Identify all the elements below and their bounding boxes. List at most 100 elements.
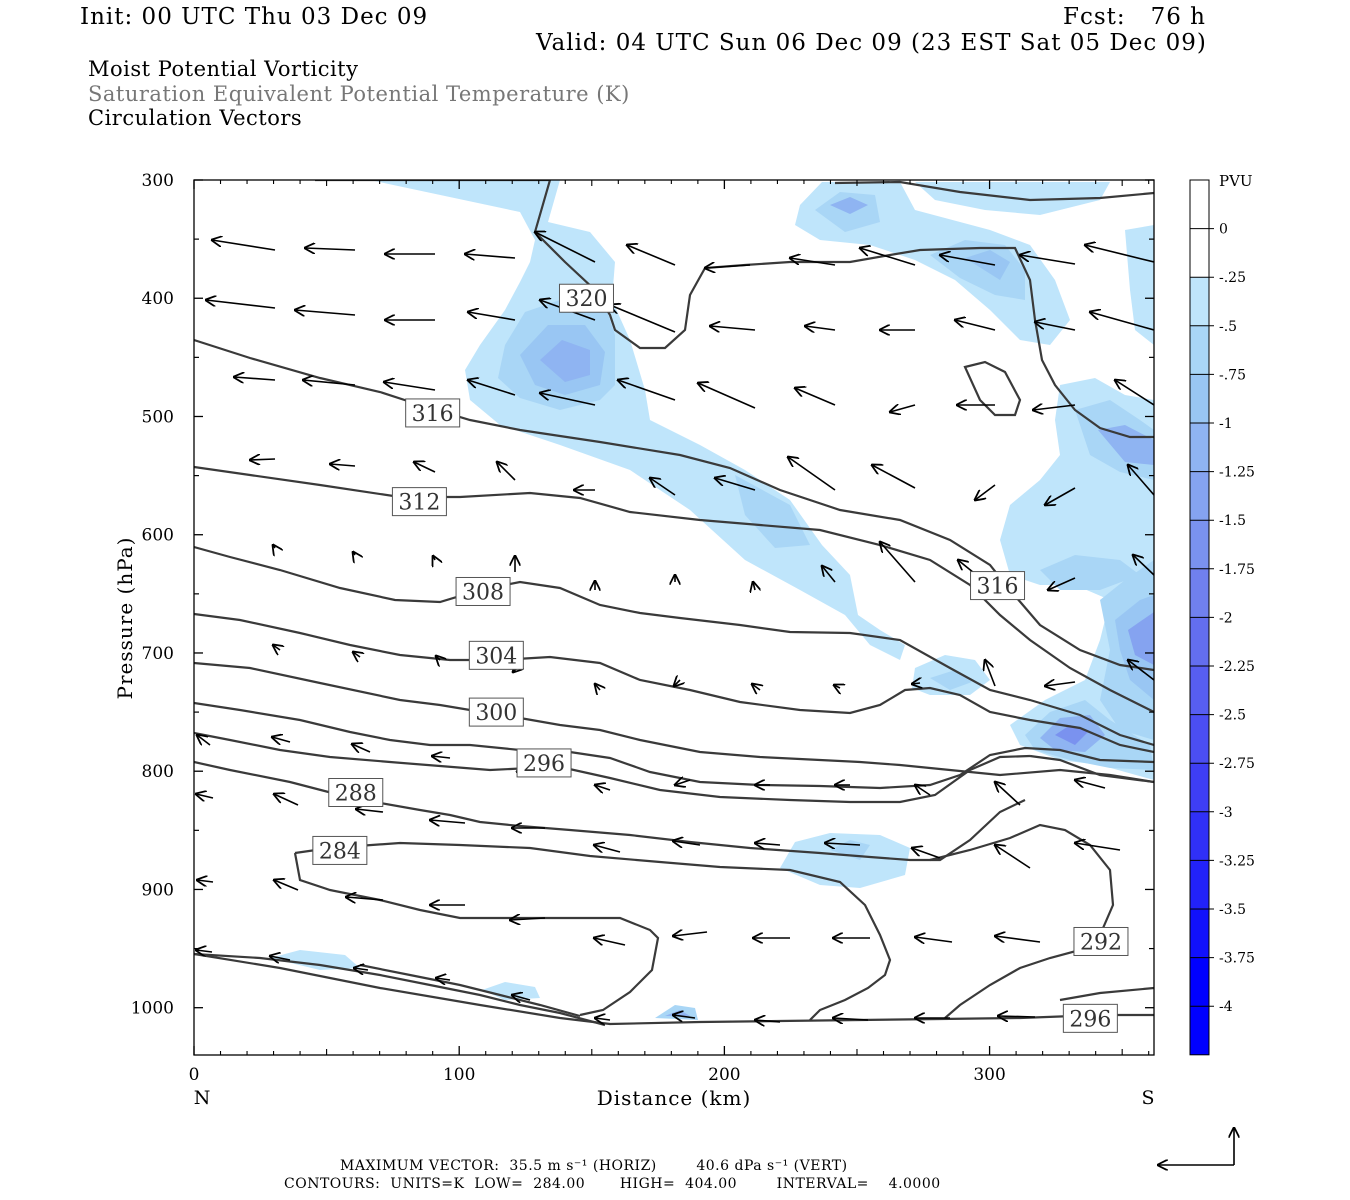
y-tick-label: 900 [142,880,174,900]
contour-label-text: 312 [398,491,440,516]
contour-308 [194,545,1154,747]
vector-arrow [594,845,621,852]
vector-arrow [940,255,996,266]
contour-label: 320 [558,283,614,313]
vector-arrow [788,457,836,491]
vector-arrow [995,936,1041,942]
vector-arrow [353,652,360,657]
vector-arrow [212,240,276,251]
vector-arrow [436,656,440,660]
x-tick-label: 300 [973,1065,1005,1085]
vector-arrow [1045,682,1076,686]
colorbar-label: -3.5 [1219,902,1246,918]
vector-arrow [1128,465,1154,496]
contour-label-box [468,640,524,670]
contour-292c [929,823,1115,1019]
vector-arrow [795,388,836,406]
field-title-vectors: Circulation Vectors [88,106,303,130]
contour-label-box [312,835,368,865]
pv-region [1128,612,1154,665]
vector-arrow [414,462,436,473]
vector-arrow [1128,660,1154,681]
vector-arrow [710,326,756,330]
colorbar-label: -2.75 [1219,756,1255,772]
vector-arrow [353,552,355,555]
vector-arrow [673,1015,696,1018]
vector-arrow [274,880,299,891]
vector-arrow [497,462,516,481]
vector-arrow [618,380,676,401]
contour-label-text: 288 [335,782,377,807]
plot-frame [193,179,1155,1056]
vector-arrow [1075,843,1121,851]
vector-arrow [330,464,356,466]
vector-arrow [352,744,371,752]
vector-arrow [650,478,676,496]
contour-label-text: 300 [475,701,517,726]
vector-arrow [790,258,836,266]
vector-arrow [270,956,291,960]
vector-arrow [196,794,214,798]
colorbar-bin [1190,277,1209,326]
vector-arrow [833,1018,869,1020]
field-title-theta-es: Saturation Equivalent Potential Temperat… [88,82,630,106]
vector-arrow [273,545,275,548]
vector-arrow [872,465,916,489]
pv-region [830,197,868,214]
vector-arrow [715,478,756,491]
colorbar-bin [1190,909,1209,958]
vector-arrow [1045,487,1076,505]
contour-label: 288 [328,778,384,807]
x-tick-label: 100 [443,1065,475,1085]
contour-label-box [391,487,447,517]
contour-label-text: 316 [977,575,1019,600]
vector-arrow [805,326,836,330]
colorbar-label: -1.5 [1219,513,1246,529]
forecast-hour: Fcst: 76 h [1063,4,1206,30]
vector-arrow [915,937,953,942]
vector-arrow [535,232,596,263]
vector-arrow [995,845,1031,869]
contour-292b [1029,754,1154,784]
vector-arrow [295,310,356,315]
contour-label-text: 304 [475,644,517,669]
colorbar-bin [1190,1006,1209,1055]
contour-loop [963,360,1022,417]
vector-arrow [1090,312,1154,331]
vector-arrow [594,938,626,946]
vector-arrow [880,542,916,583]
colorbar-bin [1190,763,1209,812]
vector-arrow [610,305,676,333]
contour-info: CONTOURS: UNITS=K LOW= 284.00 HIGH= 404.… [284,1176,941,1192]
colorbar-title: PVU [1219,172,1253,190]
contour-label-text: 296 [1069,1007,1111,1032]
vector-arrow [998,1016,1036,1017]
pv-region [482,982,540,1000]
contour-284 [293,852,660,1017]
vector-arrow [1020,255,1076,265]
colorbar-bin [1190,860,1209,909]
vector-arrow [755,1020,781,1022]
vector-arrow [753,582,755,590]
y-axis-label: Pressure (hPa) [113,537,137,700]
colorbar-bin [1190,666,1209,715]
vector-arrow [698,383,756,409]
vector-arrow [1048,577,1076,590]
contour-label-box [455,576,511,606]
vector-arrow [512,995,531,1000]
x-end-label-north: N [194,1087,211,1109]
colorbar-bin [1190,325,1209,375]
colorbar-label: -1.25 [1219,465,1255,481]
vector-arrow [1033,405,1076,410]
contour-300 [194,661,1154,784]
colorbar-bin [1190,180,1209,229]
vector-arrow [1075,780,1106,789]
vector-arrow [432,756,451,758]
vector-arrow [595,1018,611,1020]
vector-arrow [272,737,291,742]
pv-region [270,950,360,970]
vector-arrow [197,735,211,746]
contour-label-box [328,778,384,807]
contour-label-text: 320 [565,287,607,312]
x-tick-label: 0 [189,1065,200,1085]
